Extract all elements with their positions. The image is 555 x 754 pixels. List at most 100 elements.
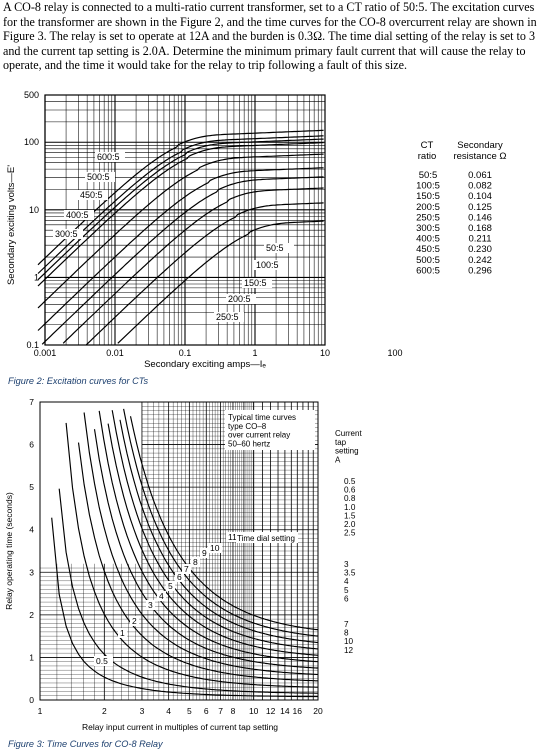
dial-number: 4 [159, 591, 164, 601]
curve-150-5 [62, 187, 324, 344]
dial-number: 10 [210, 543, 220, 553]
tds-curve-0.5 [51, 517, 318, 698]
tap-value: 12 [344, 646, 354, 655]
x-tick-label: 8 [231, 706, 236, 716]
label-bg [95, 152, 125, 162]
x-tick-label: 0.001 [34, 348, 57, 358]
dial-number: 0.5 [96, 656, 108, 666]
label-bg [191, 557, 200, 567]
table-header-res: Secondary [457, 140, 503, 151]
dial-number: 11 [228, 532, 237, 542]
curve-500-5 [37, 135, 324, 274]
tap-value: 0.8 [344, 494, 356, 503]
tds-label: Time dial setting [237, 534, 295, 543]
x-tick-label: 1 [38, 706, 43, 716]
curve-400-5 [37, 142, 324, 287]
note-bg [225, 410, 315, 450]
label-bg [118, 628, 127, 638]
tds-curve-9 [119, 419, 318, 644]
label-bg [146, 600, 155, 610]
curve-50-5 [117, 220, 324, 344]
table-ratio: 50:5 [419, 170, 438, 181]
x-tick-label: 10 [320, 348, 330, 358]
tds-curve-2 [65, 422, 318, 688]
tap-value: 10 [344, 637, 354, 646]
table-header-res: resistance Ω [453, 151, 506, 162]
y-tick-label: 5 [29, 482, 34, 492]
tap-value: 8 [344, 629, 349, 638]
label-bg [200, 548, 209, 558]
x-tick-label: 20 [313, 706, 323, 716]
x-tick-label: 16 [293, 706, 303, 716]
y-tick-label: 4 [29, 525, 34, 535]
label-bg [182, 564, 191, 574]
problem-statement: A CO-8 relay is connected to a multi-rat… [3, 0, 551, 73]
tds-curve-1 [58, 488, 318, 694]
table-ratio: 100:5 [416, 181, 440, 192]
y-tick-label: 1 [29, 652, 34, 662]
table-header-ct: CT [421, 140, 434, 151]
dial-number: 3 [148, 600, 153, 610]
ct-label: 200:5 [228, 294, 251, 304]
dial-number: 8 [193, 557, 198, 567]
dial-number: 2 [132, 616, 137, 626]
x-tick-label: 6 [204, 706, 209, 716]
dial-number: 9 [202, 548, 207, 558]
label-bg [78, 190, 108, 200]
note-line: 50–60 hertz [228, 439, 270, 448]
table-resistance: 0.211 [468, 234, 491, 245]
tap-header: A [335, 455, 341, 464]
curve-450-5 [37, 138, 324, 281]
table-resistance: 0.082 [468, 181, 492, 192]
figure3-caption: Figure 3: Time Curves for CO-8 Relay [8, 739, 163, 749]
x-tick-label: 14 [280, 706, 290, 716]
tap-header: tap [335, 438, 347, 447]
label-bg [64, 210, 94, 220]
tap-header: Current [335, 429, 362, 438]
curve-200-5 [41, 176, 324, 345]
x-tick-label: 0.01 [106, 348, 124, 358]
ct-label: 100:5 [256, 260, 279, 270]
table-ratio: 250:5 [416, 212, 440, 223]
label-bg [166, 581, 175, 591]
table-resistance: 0.146 [468, 212, 492, 223]
label-bg [175, 572, 184, 582]
label-bg [226, 532, 240, 542]
table-resistance: 0.168 [468, 223, 492, 234]
tap-value: 0.6 [344, 486, 356, 495]
x-tick-label: 12 [266, 706, 276, 716]
ct-label: 50:5 [266, 243, 284, 253]
tds-curve-5 [93, 429, 319, 669]
dial-number: 1 [120, 628, 125, 638]
tap-header: setting [335, 447, 359, 456]
table-ratio: 500:5 [416, 255, 440, 266]
tap-value: 1.5 [344, 511, 356, 520]
tap-value: 5 [344, 586, 349, 595]
y-axis-label: Relay operating time (seconds) [4, 492, 14, 610]
y-tick-label: 1 [34, 272, 39, 282]
y-tick-label: 3 [29, 567, 34, 577]
table-ratio: 600:5 [416, 265, 440, 276]
tap-value: 3.5 [344, 569, 356, 578]
note-line: over current relay [228, 431, 290, 440]
label-bg [94, 656, 113, 666]
tap-value: 2.0 [344, 520, 356, 529]
note-line: Typical time curves [228, 413, 296, 422]
label-bg [85, 172, 115, 182]
tap-value: 2.5 [344, 529, 356, 538]
table-ratio: 400:5 [416, 234, 440, 245]
y-tick-label: 100 [24, 137, 39, 147]
x-tick-label: 10 [249, 706, 259, 716]
table-resistance: 0.104 [468, 191, 492, 202]
ct-label: 250:5 [216, 312, 239, 322]
y-axis-label: Secondary exciting volts—E' [6, 165, 17, 285]
dial-number: 6 [177, 572, 182, 582]
y-tick-label: 0 [29, 695, 34, 705]
x-axis-label: Secondary exciting amps—Iₑ [144, 359, 266, 370]
label-bg [264, 243, 294, 253]
table-resistance: 0.242 [468, 255, 492, 266]
note-line: type CO–8 [228, 422, 267, 431]
curve-250-5 [37, 167, 324, 331]
